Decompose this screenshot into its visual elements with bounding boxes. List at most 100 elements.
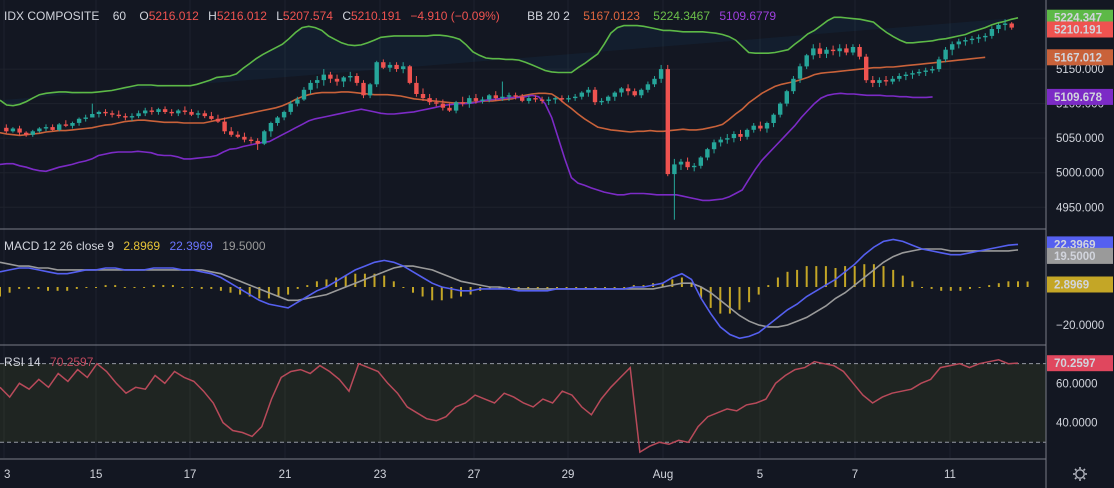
candle[interactable] — [678, 158, 684, 170]
candle[interactable] — [116, 110, 121, 119]
candle[interactable] — [447, 103, 452, 112]
candle[interactable] — [639, 88, 644, 99]
candle[interactable] — [797, 63, 803, 83]
candle[interactable] — [612, 91, 617, 101]
candle[interactable] — [288, 100, 293, 115]
candle[interactable] — [70, 121, 75, 129]
candle[interactable] — [930, 66, 935, 74]
candle[interactable] — [348, 71, 353, 82]
candle[interactable] — [698, 156, 703, 169]
candle[interactable] — [315, 76, 320, 89]
candle[interactable] — [493, 91, 498, 101]
candle[interactable] — [559, 95, 565, 103]
candle[interactable] — [665, 64, 670, 177]
candle[interactable] — [90, 103, 95, 118]
candle[interactable] — [1002, 19, 1008, 31]
candle[interactable] — [1009, 22, 1014, 30]
candle[interactable] — [63, 120, 69, 128]
candle[interactable] — [956, 38, 961, 49]
candle[interactable] — [420, 88, 426, 101]
candle[interactable] — [4, 124, 9, 134]
candle[interactable] — [96, 110, 102, 118]
candle[interactable] — [804, 53, 809, 70]
candle[interactable] — [579, 91, 584, 100]
candle[interactable] — [10, 127, 16, 133]
candle[interactable] — [407, 64, 412, 85]
candle[interactable] — [262, 129, 267, 146]
candle[interactable] — [513, 92, 518, 100]
candle[interactable] — [910, 70, 915, 79]
candle[interactable] — [672, 158, 677, 220]
candle[interactable] — [903, 71, 909, 81]
candle[interactable] — [758, 121, 763, 132]
candle[interactable] — [129, 113, 135, 121]
candle[interactable] — [281, 110, 287, 121]
candle[interactable] — [103, 109, 108, 117]
rsi-label[interactable]: RSI 14 — [4, 355, 41, 369]
candle[interactable] — [275, 116, 280, 126]
candle[interactable] — [480, 96, 485, 104]
candle[interactable] — [725, 134, 730, 144]
candle[interactable] — [387, 62, 393, 72]
candle[interactable] — [539, 96, 545, 104]
candle[interactable] — [414, 76, 419, 97]
candle[interactable] — [890, 76, 895, 85]
candle[interactable] — [877, 77, 882, 88]
candle[interactable] — [553, 96, 558, 104]
candle[interactable] — [222, 117, 227, 135]
candle[interactable] — [334, 74, 340, 86]
candle[interactable] — [526, 95, 532, 104]
candle[interactable] — [176, 109, 181, 117]
candle[interactable] — [195, 110, 201, 119]
candle[interactable] — [996, 23, 1001, 34]
candle[interactable] — [427, 93, 432, 106]
candle[interactable] — [30, 129, 35, 137]
candle[interactable] — [784, 89, 789, 107]
candle[interactable] — [255, 138, 260, 150]
candle[interactable] — [771, 113, 776, 128]
price-pane[interactable] — [0, 16, 1019, 220]
candle[interactable] — [248, 136, 254, 144]
candle[interactable] — [401, 62, 406, 74]
candle[interactable] — [301, 87, 307, 101]
candle[interactable] — [738, 129, 743, 141]
candle[interactable] — [731, 131, 737, 143]
candle[interactable] — [394, 62, 399, 72]
candle[interactable] — [685, 157, 690, 170]
candle[interactable] — [923, 67, 928, 76]
candle[interactable] — [857, 44, 862, 60]
candle[interactable] — [989, 26, 995, 39]
candle[interactable] — [864, 53, 869, 83]
candle[interactable] — [652, 76, 657, 88]
candle[interactable] — [229, 127, 234, 137]
candle[interactable] — [76, 117, 82, 126]
candle[interactable] — [936, 56, 942, 72]
candle[interactable] — [453, 100, 459, 114]
candle[interactable] — [791, 76, 796, 94]
interval[interactable]: 60 — [113, 9, 127, 23]
candle[interactable] — [354, 73, 360, 86]
candle[interactable] — [328, 71, 333, 83]
candle[interactable] — [50, 124, 55, 131]
candle[interactable] — [586, 87, 591, 97]
candle[interactable] — [57, 122, 62, 132]
candle[interactable] — [625, 84, 631, 96]
candle[interactable] — [110, 110, 115, 118]
candle[interactable] — [599, 98, 604, 106]
candle[interactable] — [17, 125, 22, 136]
candle[interactable] — [24, 131, 29, 137]
candle[interactable] — [969, 35, 975, 45]
candle[interactable] — [705, 147, 710, 161]
candle[interactable] — [533, 95, 538, 103]
candle[interactable] — [566, 95, 571, 103]
rsi-pane[interactable] — [0, 359, 1046, 454]
candle[interactable] — [467, 95, 472, 108]
candle[interactable] — [916, 69, 922, 76]
symbol-name[interactable]: IDX COMPOSITE — [4, 9, 99, 23]
candle[interactable] — [506, 92, 512, 101]
candlestick-series[interactable] — [4, 19, 1014, 220]
candle[interactable] — [242, 132, 247, 143]
candle[interactable] — [381, 59, 386, 70]
candle[interactable] — [606, 95, 611, 104]
